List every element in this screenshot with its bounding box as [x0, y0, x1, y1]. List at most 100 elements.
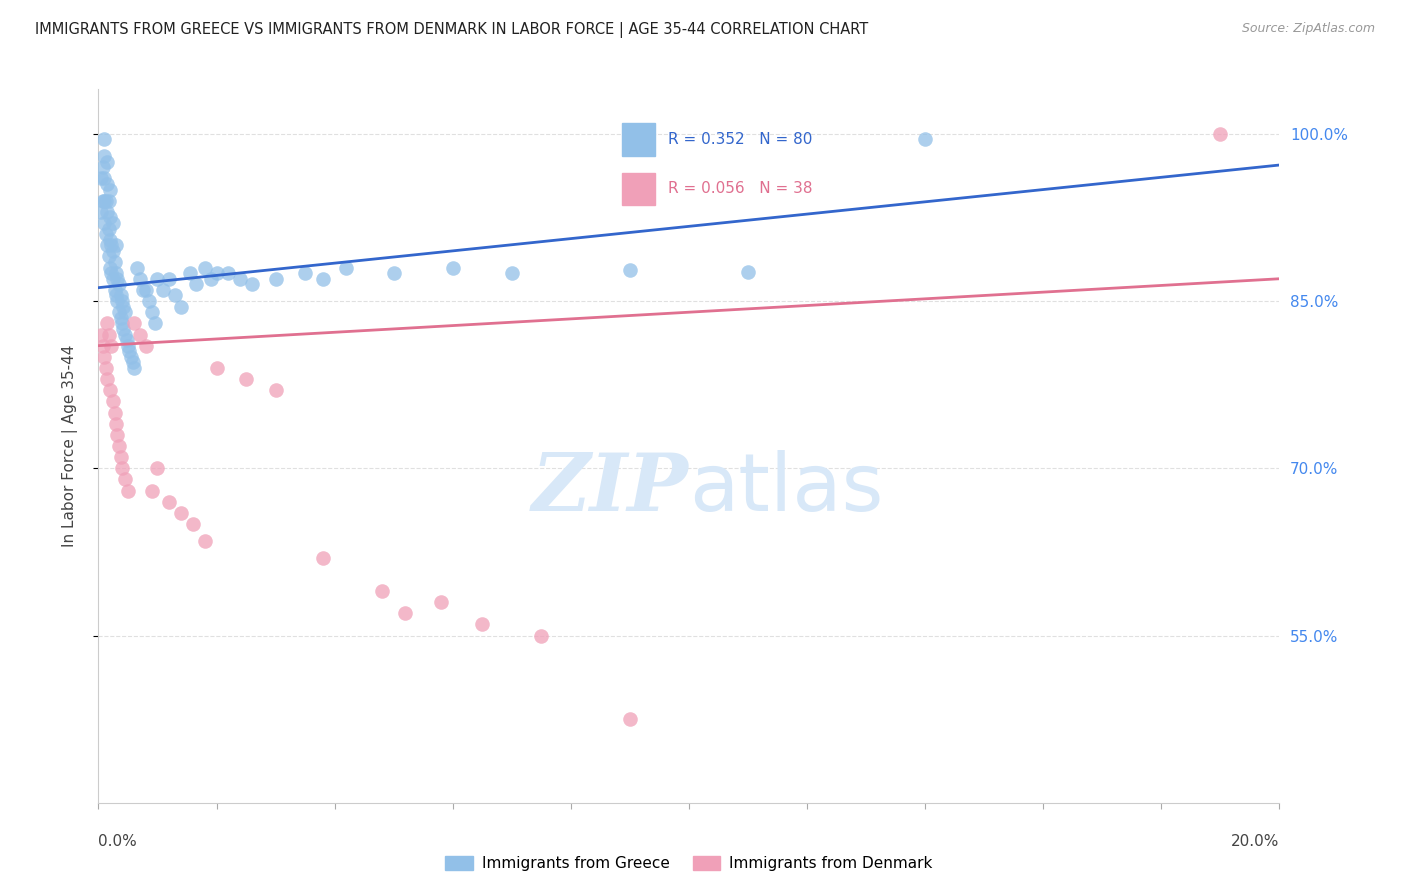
Point — [94, 361, 117, 376]
Point — [90, 327, 112, 342]
Point — [96, 204, 118, 219]
Text: Source: ZipAtlas.com: Source: ZipAtlas.com — [1241, 22, 1375, 36]
Point — [98, 211, 121, 225]
Point — [181, 517, 204, 532]
Point — [110, 310, 132, 325]
Point — [205, 361, 228, 376]
Point — [90, 171, 112, 186]
Point — [141, 305, 163, 319]
Point — [105, 271, 128, 285]
Point — [501, 266, 523, 280]
Point — [105, 428, 128, 442]
Point — [135, 283, 157, 297]
Point — [98, 182, 121, 196]
Point — [157, 271, 180, 285]
Point — [128, 271, 150, 285]
Point — [152, 283, 174, 297]
Text: 20.0%: 20.0% — [1232, 834, 1279, 849]
Point — [114, 327, 136, 342]
Point — [98, 221, 121, 235]
Point — [110, 450, 132, 465]
Point — [111, 293, 134, 308]
Point — [91, 194, 114, 208]
Point — [141, 483, 163, 498]
Point — [143, 317, 166, 331]
Point — [111, 317, 134, 331]
Point — [96, 177, 118, 191]
Text: atlas: atlas — [689, 450, 883, 528]
Point — [179, 266, 201, 280]
Point — [105, 238, 128, 252]
Point — [530, 628, 553, 642]
Point — [93, 194, 115, 208]
Legend: Immigrants from Greece, Immigrants from Denmark: Immigrants from Greece, Immigrants from … — [439, 850, 939, 877]
Point — [108, 439, 131, 453]
Point — [104, 283, 127, 297]
Point — [100, 238, 122, 252]
Point — [98, 250, 121, 264]
Point — [264, 384, 287, 398]
Point — [96, 317, 118, 331]
Point — [96, 372, 118, 386]
Point — [90, 204, 112, 219]
Point — [235, 372, 257, 386]
Point — [100, 338, 122, 352]
Point — [200, 271, 222, 285]
Point — [98, 233, 121, 247]
Point — [471, 617, 494, 632]
Point — [194, 533, 217, 548]
Point — [121, 355, 143, 369]
Point — [103, 394, 125, 409]
Point — [94, 194, 117, 208]
Point — [93, 171, 115, 186]
Point — [382, 266, 405, 280]
Point — [122, 361, 145, 376]
Point — [111, 461, 134, 475]
Point — [170, 300, 193, 314]
Point — [117, 338, 139, 352]
Point — [112, 300, 135, 314]
Point — [125, 260, 148, 275]
Point — [114, 473, 136, 487]
Point — [619, 262, 641, 277]
Point — [240, 277, 263, 292]
Point — [371, 584, 394, 599]
Point — [170, 506, 193, 520]
Point — [98, 194, 121, 208]
Point — [103, 216, 125, 230]
Point — [184, 277, 207, 292]
Point — [117, 483, 139, 498]
Point — [98, 260, 121, 275]
Point — [108, 305, 131, 319]
Point — [138, 293, 160, 308]
Point — [110, 288, 132, 302]
Point — [165, 288, 187, 302]
Point — [217, 266, 239, 280]
Point — [146, 461, 169, 475]
Point — [146, 271, 169, 285]
Point — [120, 350, 142, 364]
Point — [93, 350, 115, 364]
Point — [312, 271, 335, 285]
Point — [157, 494, 180, 508]
Point — [105, 417, 128, 431]
Point — [93, 216, 115, 230]
Point — [103, 271, 125, 285]
Y-axis label: In Labor Force | Age 35-44: In Labor Force | Age 35-44 — [62, 345, 77, 547]
Point — [205, 266, 228, 280]
Text: 0.0%: 0.0% — [98, 834, 138, 849]
Point — [135, 338, 157, 352]
Point — [737, 265, 759, 279]
Point — [335, 260, 357, 275]
Point — [394, 607, 416, 621]
Point — [115, 333, 138, 347]
Point — [441, 260, 464, 275]
Point — [430, 595, 453, 609]
Point — [100, 266, 122, 280]
Point — [96, 238, 118, 252]
Point — [114, 305, 136, 319]
Point — [294, 266, 316, 280]
Point — [229, 271, 252, 285]
Point — [105, 288, 128, 302]
Point — [91, 161, 114, 175]
